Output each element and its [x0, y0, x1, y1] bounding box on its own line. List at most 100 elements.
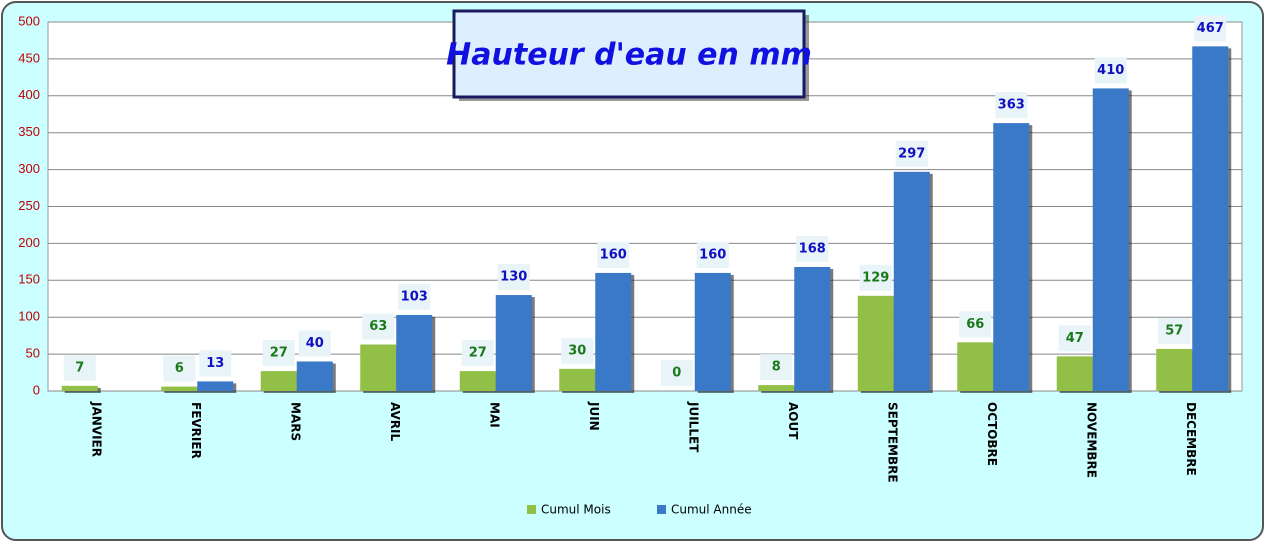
- value-label-box: [959, 311, 992, 338]
- y-tick-label: 350: [18, 124, 40, 139]
- x-tick-label: SEPTEMBRE: [885, 402, 899, 483]
- value-label: 47: [1066, 331, 1084, 346]
- value-label-box: [895, 140, 928, 167]
- bar: [559, 368, 596, 391]
- value-label-box: [1158, 317, 1191, 344]
- y-tick-label: 300: [18, 161, 40, 176]
- value-label-box: [597, 241, 630, 268]
- value-label: 27: [270, 346, 288, 361]
- value-label: 130: [500, 270, 527, 285]
- y-tick-label: 400: [18, 87, 40, 102]
- value-label-box: [1094, 57, 1127, 84]
- x-tick-label: FEVRIER: [189, 402, 203, 459]
- bar: [459, 371, 496, 391]
- y-tick-label: 500: [18, 13, 40, 28]
- x-tick-label: JANVIER: [89, 401, 103, 457]
- value-label-box: [63, 354, 96, 381]
- x-tick-label: AVRIL: [388, 402, 402, 441]
- value-label: 467: [1197, 21, 1224, 36]
- value-label-box: [298, 330, 331, 357]
- y-tick-label: 0: [33, 382, 40, 397]
- value-label-box: [362, 313, 395, 340]
- y-tick-label: 250: [18, 198, 40, 213]
- bar: [993, 123, 1030, 391]
- value-label: 160: [600, 247, 627, 262]
- value-label: 27: [469, 346, 487, 361]
- value-label: 66: [966, 317, 984, 332]
- bar: [694, 272, 731, 391]
- x-tick-label: JUILLET: [686, 401, 700, 453]
- value-label-box: [163, 355, 196, 382]
- y-tick-label: 450: [18, 50, 40, 65]
- value-label: 0: [672, 366, 681, 381]
- value-label: 297: [898, 146, 925, 161]
- chart-title: Hauteur d'eau en mm: [446, 38, 812, 73]
- x-tick-label: OCTOBRE: [985, 402, 999, 466]
- value-label-box: [1194, 15, 1227, 42]
- value-label-box: [561, 337, 594, 364]
- bar: [595, 272, 632, 391]
- bar: [758, 385, 795, 391]
- title-box: [452, 9, 806, 99]
- value-label: 6: [175, 361, 184, 376]
- bar: [957, 342, 994, 391]
- value-label-box: [859, 264, 892, 291]
- bar: [857, 295, 894, 391]
- x-tick-label: NOVEMBRE: [1084, 402, 1098, 478]
- value-label: 410: [1097, 63, 1124, 78]
- y-tick-label: 150: [18, 272, 40, 287]
- bar: [296, 361, 333, 391]
- value-label-box: [497, 264, 530, 291]
- value-label: 129: [862, 270, 889, 285]
- bar: [893, 171, 930, 391]
- bar: [260, 371, 297, 391]
- value-label-box: [262, 340, 295, 367]
- value-label-box: [660, 360, 693, 386]
- value-label: 57: [1165, 323, 1183, 338]
- legend-label: Cumul Mois: [541, 503, 611, 517]
- value-label-box: [461, 340, 494, 367]
- value-label: 103: [401, 289, 428, 304]
- bar: [1156, 348, 1193, 391]
- value-label-box: [199, 350, 232, 377]
- value-label-box: [398, 283, 431, 310]
- bar: [161, 386, 198, 391]
- value-label: 40: [306, 336, 324, 351]
- bar: [1056, 356, 1093, 391]
- value-label: 8: [772, 360, 781, 375]
- bar: [495, 295, 532, 391]
- legend-swatch: [657, 505, 666, 514]
- x-tick-label: DECEMBRE: [1184, 402, 1198, 476]
- value-label: 168: [799, 242, 826, 257]
- y-tick-label: 200: [18, 235, 40, 250]
- value-label-box: [760, 354, 793, 381]
- bar: [197, 381, 234, 391]
- bar: [396, 314, 433, 391]
- x-tick-label: AOUT: [786, 402, 800, 440]
- value-label: 7: [75, 360, 84, 375]
- value-label-box: [995, 92, 1028, 119]
- x-tick-label: JUIN: [587, 401, 601, 431]
- value-label-box: [796, 236, 829, 263]
- bar: [794, 267, 831, 391]
- bar: [61, 385, 98, 391]
- bar: [1192, 46, 1229, 391]
- value-label: 63: [369, 319, 387, 334]
- bar: [360, 344, 397, 391]
- value-label: 363: [998, 98, 1025, 113]
- value-label: 160: [699, 247, 726, 262]
- x-tick-label: MARS: [288, 402, 302, 441]
- value-label: 13: [206, 356, 224, 371]
- value-label-box: [1058, 325, 1091, 352]
- value-label-box: [696, 241, 729, 268]
- y-tick-label: 100: [18, 309, 40, 324]
- y-tick-label: 50: [26, 346, 40, 361]
- legend-label: Cumul Année: [671, 503, 752, 517]
- bar: [1092, 88, 1129, 392]
- x-tick-label: MAI: [487, 402, 501, 428]
- plot: 050100150200250300350400450500JANVIER7FE…: [18, 13, 1242, 517]
- value-label: 30: [568, 343, 586, 358]
- legend-swatch: [527, 505, 536, 514]
